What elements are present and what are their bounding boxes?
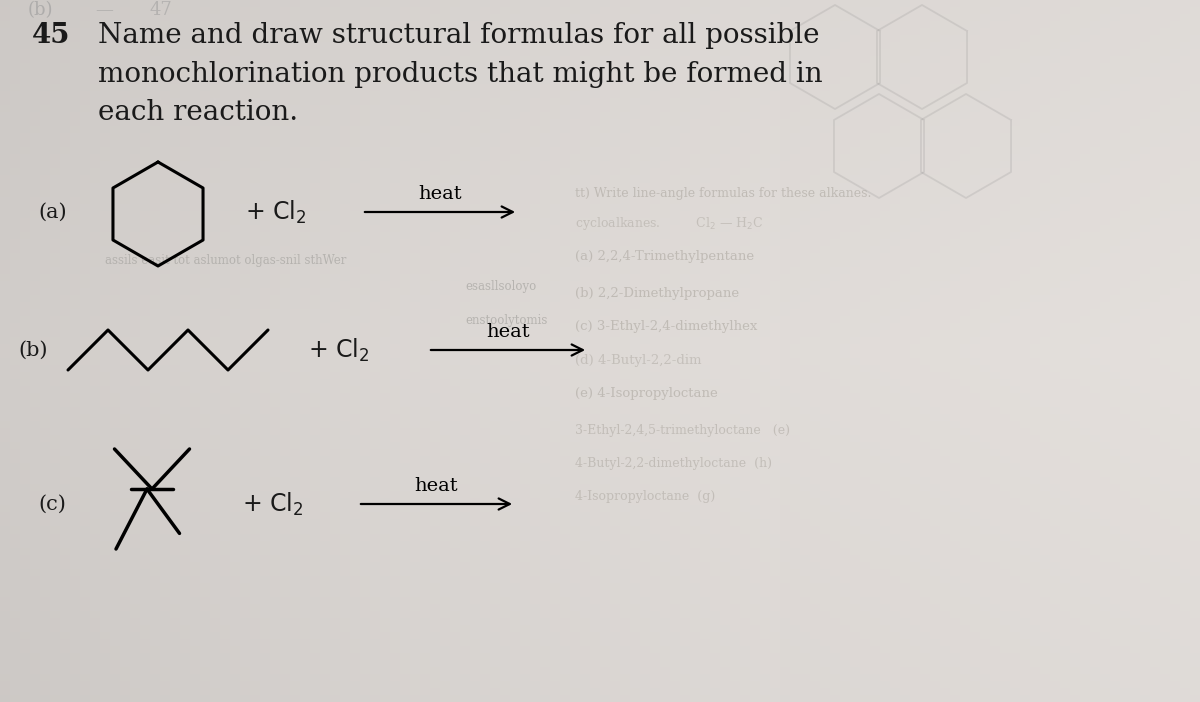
Text: 3-Ethyl-2,4,5-trimethyloctane   (e): 3-Ethyl-2,4,5-trimethyloctane (e) bbox=[575, 424, 790, 437]
Text: esasllsoloyo: esasllsoloyo bbox=[466, 280, 536, 293]
Text: 4-Isopropyloctane  (g): 4-Isopropyloctane (g) bbox=[575, 490, 715, 503]
Text: (d) 4-Butyl-2,2-dim: (d) 4-Butyl-2,2-dim bbox=[575, 354, 702, 367]
Text: $+\ \mathrm{Cl}_2$: $+\ \mathrm{Cl}_2$ bbox=[242, 491, 304, 517]
Text: (b): (b) bbox=[28, 1, 54, 19]
Text: tt) Write line-angle formulas for these alkanes.: tt) Write line-angle formulas for these … bbox=[575, 187, 871, 200]
Text: heat: heat bbox=[486, 323, 530, 341]
Text: heat: heat bbox=[415, 477, 458, 495]
Text: (a) 2,2,4-Trimethylpentane: (a) 2,2,4-Trimethylpentane bbox=[575, 250, 754, 263]
Text: 45: 45 bbox=[32, 22, 71, 49]
Text: enstoolytomis: enstoolytomis bbox=[466, 314, 547, 327]
Text: heat: heat bbox=[418, 185, 462, 203]
Text: $+\ \mathrm{Cl}_2$: $+\ \mathrm{Cl}_2$ bbox=[245, 199, 307, 225]
Text: (e) 4-Isopropyloctane: (e) 4-Isopropyloctane bbox=[575, 387, 718, 400]
Text: (c): (c) bbox=[38, 494, 66, 513]
Text: Name and draw structural formulas for all possible
monochlorination products tha: Name and draw structural formulas for al… bbox=[98, 22, 823, 126]
Text: $+\ \mathrm{Cl}_2$: $+\ \mathrm{Cl}_2$ bbox=[308, 336, 370, 364]
Text: —: — bbox=[95, 1, 113, 19]
Text: (b) 2,2-Dimethylpropane: (b) 2,2-Dimethylpropane bbox=[575, 287, 739, 300]
Text: assils easit tot aslumot olgas-snil sthWer: assils easit tot aslumot olgas-snil sthW… bbox=[106, 254, 347, 267]
Text: cycloalkanes.         Cl$_2$ — H$_2$C: cycloalkanes. Cl$_2$ — H$_2$C bbox=[575, 215, 763, 232]
Text: (a): (a) bbox=[38, 202, 67, 222]
Text: (c) 3-Ethyl-2,4-dimethylhex: (c) 3-Ethyl-2,4-dimethylhex bbox=[575, 320, 757, 333]
Text: 47: 47 bbox=[150, 1, 173, 19]
Text: 4-Butyl-2,2-dimethyloctane  (h): 4-Butyl-2,2-dimethyloctane (h) bbox=[575, 457, 772, 470]
Text: (b): (b) bbox=[18, 340, 48, 359]
